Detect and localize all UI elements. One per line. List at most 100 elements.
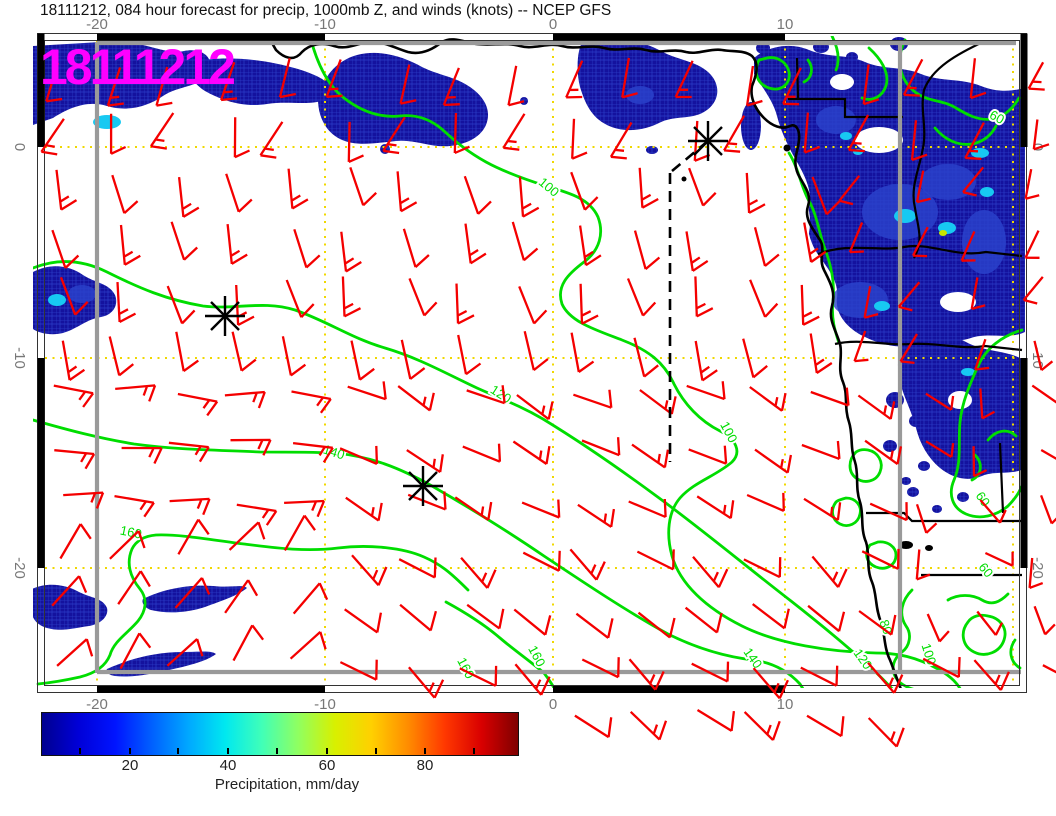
wind-barb: [694, 340, 718, 382]
precip-area: [918, 461, 930, 471]
height-contour: [986, 429, 1018, 442]
wind-barb: [400, 339, 426, 380]
wind-barb: [847, 114, 870, 153]
wind-barb: [345, 496, 383, 522]
axis-tick-label: 0: [549, 696, 557, 713]
precip-area: [142, 585, 247, 613]
axis-tick-label: 0: [11, 143, 28, 151]
wind-barb: [511, 221, 539, 262]
wind-barb: [108, 336, 135, 377]
precip-area: [901, 477, 911, 485]
wind-barb: [686, 381, 726, 401]
wind-barb: [220, 61, 238, 102]
wind-barb: [59, 276, 89, 316]
wind-barb: [155, 66, 173, 107]
wind-barb: [631, 443, 670, 469]
wind-barb: [752, 603, 790, 630]
height-contour: [802, 58, 813, 84]
wind-barb: [807, 604, 846, 633]
axis-tick-label: 10: [777, 696, 794, 713]
wind-barb: [278, 57, 297, 99]
wind-barb: [861, 548, 900, 570]
precip-heavy-speck: [961, 368, 975, 376]
wind-barb: [910, 120, 928, 162]
wind-barb: [743, 711, 781, 741]
wind-barb: [743, 557, 782, 579]
wind-barb: [1032, 119, 1050, 151]
precip-area: [520, 97, 528, 105]
wind-barb: [396, 171, 418, 213]
contour-label: 160: [454, 655, 477, 681]
wind-barb: [745, 172, 766, 214]
wind-barb: [574, 714, 613, 739]
wind-barb: [513, 608, 552, 636]
wind-barb: [121, 446, 163, 464]
wind-barb: [973, 659, 1010, 691]
annotation-layer: [205, 121, 728, 506]
wind-barb: [177, 176, 200, 218]
wind-barb: [466, 603, 505, 630]
island: [899, 541, 913, 549]
wind-barb: [684, 606, 723, 634]
wind-barb: [638, 167, 659, 209]
wind-barb: [754, 448, 793, 474]
axis-tick-label: -10: [314, 696, 336, 713]
wind-barb: [628, 498, 667, 519]
wind-barb: [972, 446, 988, 478]
track-line: [668, 140, 709, 462]
contour-label: 140: [741, 645, 766, 671]
wind-barb: [570, 332, 595, 373]
wind-barb: [259, 121, 284, 159]
wind-barb: [960, 230, 976, 262]
wind-barb: [688, 167, 717, 207]
axis-tick-label: -20: [11, 557, 28, 579]
height-contour: [787, 151, 841, 345]
wind-barb: [863, 285, 879, 319]
wind-barb: [1022, 276, 1044, 305]
precip-heavy-speck: [874, 301, 890, 311]
wind-barb: [59, 523, 92, 560]
wind-barb: [922, 657, 961, 679]
wind-barb: [347, 381, 387, 401]
wind-barb: [399, 603, 438, 632]
wind-barb: [745, 65, 763, 107]
precip-core: [68, 285, 96, 303]
wind-barb: [351, 554, 388, 587]
wind-barb: [811, 555, 848, 588]
wind-barb: [864, 439, 903, 466]
gridline-layer: [45, 41, 1020, 685]
wind-barb: [408, 277, 438, 317]
wind-barb: [915, 170, 931, 204]
wind-barb: [853, 330, 869, 363]
wind-barb: [696, 709, 736, 732]
precip-heavy-speck: [971, 148, 989, 158]
precip-gap: [940, 292, 976, 312]
wind-barb: [63, 491, 105, 509]
wind-barb: [455, 283, 475, 325]
wind-barb: [406, 449, 444, 474]
precip-area: [957, 492, 969, 502]
center-marker: [205, 296, 245, 336]
wind-barb: [902, 58, 924, 97]
wind-barb: [166, 638, 204, 667]
wind-barb: [236, 503, 278, 526]
wind-barb-layer: [40, 57, 1056, 748]
axis-tick-label: -10: [314, 16, 336, 33]
wind-barb: [56, 638, 94, 667]
wind-barb: [969, 58, 987, 100]
wind-barb: [325, 59, 343, 99]
axis-tick-label: -20: [86, 696, 108, 713]
wind-barb: [226, 223, 248, 265]
wind-barb: [169, 497, 211, 516]
wind-barb: [408, 666, 445, 699]
wind-barb: [339, 659, 378, 681]
wind-barb: [800, 284, 820, 326]
wind-barb: [512, 440, 551, 465]
wind-barb: [293, 228, 321, 269]
wind-barb: [626, 278, 657, 317]
height-contour: [33, 260, 894, 688]
wind-barb: [402, 228, 430, 268]
wind-barb: [633, 337, 659, 378]
wind-barb: [398, 557, 437, 579]
